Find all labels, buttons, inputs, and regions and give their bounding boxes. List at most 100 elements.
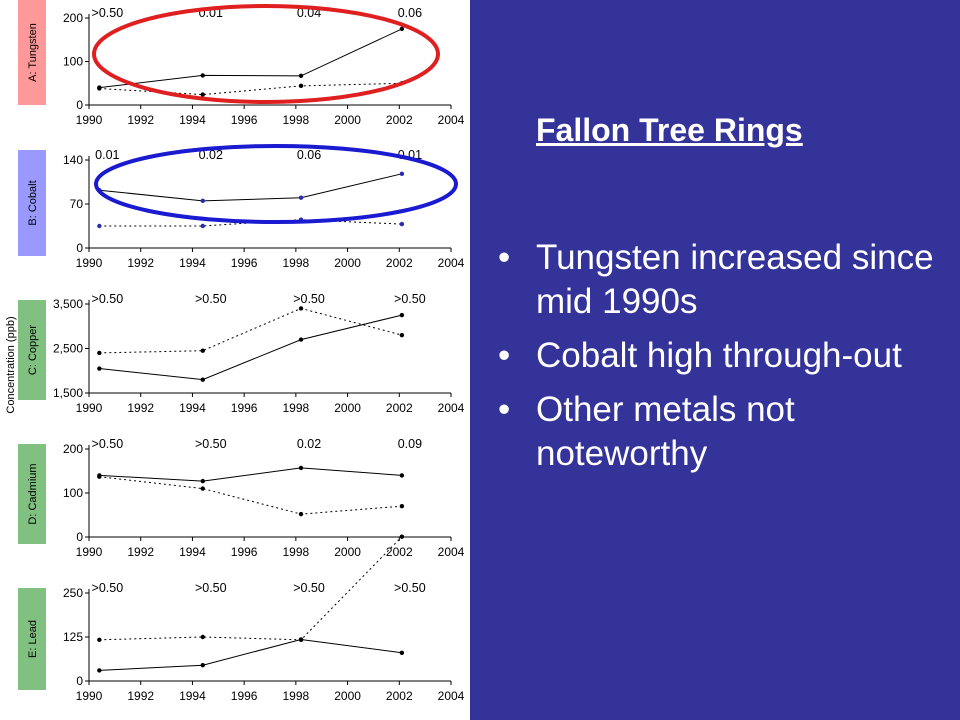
y-tick-label: 0	[76, 674, 83, 688]
x-tick-label: 1992	[127, 545, 154, 559]
y-tick-label: 70	[70, 197, 84, 211]
p-value-label: >0.50	[293, 581, 325, 595]
x-tick-label: 1996	[231, 113, 258, 127]
x-tick-label: 1992	[127, 401, 154, 415]
y-tick-label: 3,500	[53, 297, 83, 311]
data-point	[399, 650, 405, 656]
data-point	[97, 223, 102, 229]
chart-stack: A: Tungsten 0 100 200 1990 1992 1994 1996 1998 20…	[5, 0, 465, 703]
panel-label: A: Tungsten	[27, 23, 39, 82]
p-value-label: 0.06	[398, 6, 422, 20]
solid-series-line	[99, 28, 403, 89]
panel-label-box	[18, 300, 46, 400]
x-tick-label: 2000	[334, 401, 361, 415]
x-tick-label: 1998	[283, 256, 310, 270]
data-point	[200, 478, 205, 484]
data-point	[298, 306, 304, 311]
data-point	[200, 73, 205, 78]
data-point	[200, 377, 205, 382]
data-point	[298, 337, 304, 342]
data-point	[399, 473, 405, 478]
bullet-item: • Cobalt high through-out	[498, 334, 938, 378]
data-point	[97, 474, 102, 479]
x-tick-label: 2002	[386, 545, 413, 559]
p-value-label: >0.50	[195, 437, 227, 451]
bullet-text: Other metals not noteworthy	[536, 390, 795, 473]
data-point	[97, 350, 102, 356]
bullet-list: • Tungsten increased since mid 1990s • Cob…	[498, 236, 938, 486]
x-tick-label: 1994	[179, 113, 206, 127]
x-tick-label: 2002	[386, 401, 413, 415]
data-point	[298, 511, 304, 517]
slide-title: Fallon Tree Rings	[536, 112, 803, 148]
x-tick-label: 2004	[438, 256, 465, 270]
dotted-series-line	[99, 219, 402, 227]
data-point	[399, 534, 405, 539]
data-point	[298, 195, 304, 200]
data-point	[298, 83, 304, 89]
p-value-label: >0.50	[394, 292, 426, 306]
x-tick-label: 1996	[231, 256, 258, 270]
panel-label-box	[18, 150, 46, 256]
y-tick-label: 200	[63, 442, 83, 456]
x-tick-label: 1994	[179, 689, 206, 703]
y-tick-label: 250	[63, 586, 83, 600]
text-panel: Fallon Tree Rings • Tungsten increased si…	[470, 0, 960, 720]
x-tick-label: 2000	[334, 113, 361, 127]
x-tick-label: 1990	[76, 256, 103, 270]
x-tick-label: 1998	[283, 401, 310, 415]
x-tick-label: 2004	[438, 113, 465, 127]
data-point	[200, 486, 205, 491]
p-value-label: 0.06	[297, 148, 321, 162]
dotted-series-line	[99, 476, 402, 515]
solid-series-line	[99, 467, 402, 482]
x-tick-label: 1996	[231, 689, 258, 703]
x-tick-label: 2004	[438, 689, 465, 703]
data-point	[298, 465, 304, 471]
x-tick-label: 1998	[283, 545, 310, 559]
x-tick-label: 2000	[334, 256, 361, 270]
x-tick-label: 1990	[76, 401, 103, 415]
x-tick-label: 1994	[179, 401, 206, 415]
panel-label-box	[18, 588, 46, 690]
y-tick-label: 140	[63, 153, 83, 167]
x-tick-label: 1998	[283, 113, 310, 127]
panel-label-box	[18, 0, 46, 105]
p-value-label: >0.50	[92, 581, 124, 595]
y-tick-label: 200	[63, 11, 83, 25]
y-axis-title: Concentration (ppb)	[5, 316, 17, 413]
p-value-label: >0.50	[92, 437, 124, 451]
dotted-series-line	[99, 307, 403, 354]
x-tick-label: 1996	[231, 545, 258, 559]
x-tick-label: 1996	[231, 401, 258, 415]
bullet-text: Cobalt high through-out	[536, 336, 902, 375]
x-tick-label: 1994	[179, 256, 206, 270]
x-tick-label: 1990	[76, 113, 103, 127]
x-tick-label: 1998	[283, 689, 310, 703]
p-value-label: 0.01	[95, 148, 119, 162]
data-point	[399, 171, 405, 177]
x-tick-label: 1992	[127, 256, 154, 270]
data-point	[399, 312, 405, 318]
panel-label: E: Lead	[27, 620, 39, 658]
x-tick-label: 2002	[386, 256, 413, 270]
p-value-label: >0.50	[92, 6, 124, 20]
y-tick-label: 1,500	[53, 386, 83, 400]
data-point	[399, 221, 405, 227]
panel-label-box	[18, 444, 46, 544]
panel-label: B: Cobalt	[27, 180, 39, 225]
chart-panel: A: Tungsten 0 100 200 1990 1992 1994 1996 1998 20…	[0, 0, 470, 720]
bullet-icon: •	[498, 390, 511, 429]
bullet-item: • Tungsten increased since mid 1990s	[498, 236, 938, 324]
x-tick-label: 2002	[386, 689, 413, 703]
data-point	[97, 668, 102, 673]
data-point	[399, 504, 405, 509]
data-point	[399, 332, 405, 338]
p-value-label: >0.50	[293, 292, 325, 306]
data-point	[200, 92, 205, 97]
x-tick-label: 2004	[438, 401, 465, 415]
data-point	[399, 26, 405, 32]
solid-series-line	[99, 638, 402, 671]
data-point	[200, 223, 205, 229]
data-point	[200, 634, 205, 640]
